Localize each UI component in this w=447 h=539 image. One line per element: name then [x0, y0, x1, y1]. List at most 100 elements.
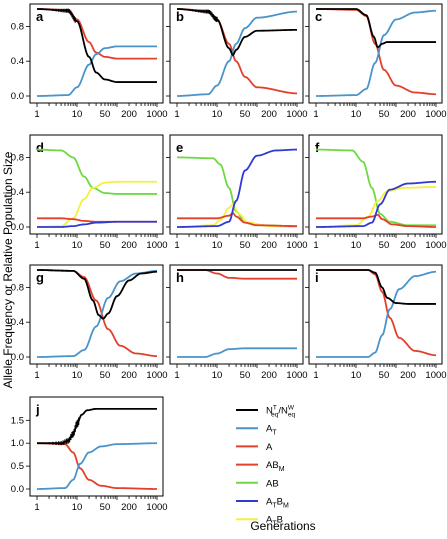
x-tick-label: 10 [351, 109, 362, 120]
series-line-ratio [37, 269, 158, 320]
panel-frame [169, 134, 304, 235]
y-axis-label: Allele Frequency or Relative Population … [1, 151, 15, 388]
series-line-AT [37, 442, 157, 490]
legend-item-AT: AT [236, 424, 277, 437]
panel-c: c 1 10 50 200 1000 [305, 3, 447, 120]
x-tick-label: 1 [313, 109, 318, 120]
series-line-ATBM [316, 180, 437, 228]
series-line-ratio [316, 269, 436, 305]
legend-label: A [266, 442, 273, 453]
panel-frame [29, 134, 164, 235]
series-line-ratio [37, 407, 157, 445]
series-line-AB [37, 148, 157, 195]
panel-frame [29, 3, 164, 104]
panel-frame [308, 264, 443, 365]
series-line-A [37, 8, 157, 60]
x-tick-label: 1 [313, 240, 318, 251]
legend: NT eq/NW eq AT A ABM AB ATBM ATB [236, 405, 296, 528]
x-axis-label: Generations [250, 519, 315, 533]
x-tick-label: 1000 [425, 109, 446, 120]
x-tick-label: 200 [261, 240, 277, 251]
series-line-AT [37, 269, 158, 358]
x-tick-label: 1000 [146, 109, 167, 120]
series-noise-ratio [188, 9, 218, 23]
x-tick-label: 200 [261, 370, 277, 381]
x-tick-label: 1000 [286, 370, 307, 381]
legend-item-ATBM: ATBM [236, 497, 289, 510]
series-noise-ratio [48, 8, 76, 23]
x-tick-label: 50 [100, 370, 111, 381]
x-tick-label: 1000 [146, 240, 167, 251]
x-tick-label: 1 [34, 109, 39, 120]
series-line-ratio [316, 8, 436, 49]
x-tick-label: 1000 [146, 370, 167, 381]
x-tick-label: 10 [351, 240, 362, 251]
x-tick-label: 200 [121, 109, 137, 120]
y-tick-label: 0.0 [11, 484, 24, 495]
series-line-A [37, 442, 157, 490]
panels: a 1 10 50 200 1000 0.0 0.4 0.8 b 1 10 50 200 1000 c 1 10 5… [11, 3, 447, 513]
series-line-A [316, 269, 437, 357]
series-line-A [177, 269, 297, 280]
series-line-ATBM [37, 220, 157, 228]
panel-frame [308, 3, 443, 104]
legend-item-ratio: NT eq/NW eq [236, 405, 296, 419]
x-tick-label: 1 [34, 370, 39, 381]
legend-label: ABM [266, 460, 285, 473]
y-tick-label: 0.0 [11, 222, 24, 233]
x-tick-label: 50 [379, 240, 390, 251]
series-line-AB [177, 156, 297, 228]
legend-item-ABM: ABM [236, 460, 285, 473]
y-tick-label: 0.8 [11, 282, 24, 293]
panel-f: f 1 10 50 200 1000 [305, 134, 447, 251]
series-line-AT [177, 347, 297, 358]
panel-label: e [176, 140, 183, 155]
x-tick-label: 1000 [425, 370, 446, 381]
panel-label: a [36, 9, 44, 24]
y-tick-label: 0.5 [11, 461, 24, 472]
series-line-A [316, 8, 437, 96]
x-tick-label: 200 [400, 109, 416, 120]
x-tick-label: 200 [121, 502, 137, 513]
panel-frame [169, 3, 304, 104]
series-line-A [176, 8, 298, 95]
series-line-ATBM [177, 148, 298, 228]
x-tick-label: 200 [261, 109, 277, 120]
panel-d: d 1 10 50 200 1000 0.0 0.4 0.8 [11, 134, 168, 251]
y-tick-label: 0.0 [11, 91, 24, 102]
legend-label: NT eq/NW eq [266, 405, 296, 419]
panel-frame [169, 264, 304, 365]
panel-label: h [176, 270, 184, 285]
panel-g: g 1 10 50 200 1000 0.0 0.4 0.8 [11, 264, 168, 381]
panel-h: h 1 10 50 200 1000 [166, 264, 308, 381]
x-tick-label: 1000 [286, 109, 307, 120]
panel-label: c [315, 9, 322, 24]
x-tick-label: 10 [72, 502, 83, 513]
panel-e: e 1 10 50 200 1000 [166, 134, 308, 251]
x-tick-label: 50 [379, 370, 390, 381]
legend-label: ATBM [266, 497, 289, 510]
y-tick-label: 0.4 [11, 317, 24, 328]
y-tick-label: 0.4 [11, 187, 24, 198]
legend-label: AT [266, 424, 277, 437]
x-tick-label: 1 [174, 370, 179, 381]
x-tick-label: 1000 [286, 240, 307, 251]
series-line-AT [316, 9, 437, 97]
x-tick-label: 50 [100, 502, 111, 513]
panel-label: b [176, 9, 184, 24]
series-line-AT [176, 10, 298, 97]
x-tick-label: 10 [351, 370, 362, 381]
x-tick-label: 200 [400, 370, 416, 381]
x-tick-label: 1000 [425, 240, 446, 251]
x-tick-label: 10 [212, 109, 223, 120]
x-tick-label: 10 [72, 370, 83, 381]
x-tick-label: 1 [34, 502, 39, 513]
x-tick-label: 1 [174, 109, 179, 120]
panel-frame [308, 134, 443, 235]
panel-label: g [36, 270, 44, 285]
x-tick-label: 50 [240, 109, 251, 120]
x-tick-label: 50 [100, 109, 111, 120]
legend-item-ATB: ATB [236, 515, 283, 528]
x-tick-label: 200 [121, 370, 137, 381]
